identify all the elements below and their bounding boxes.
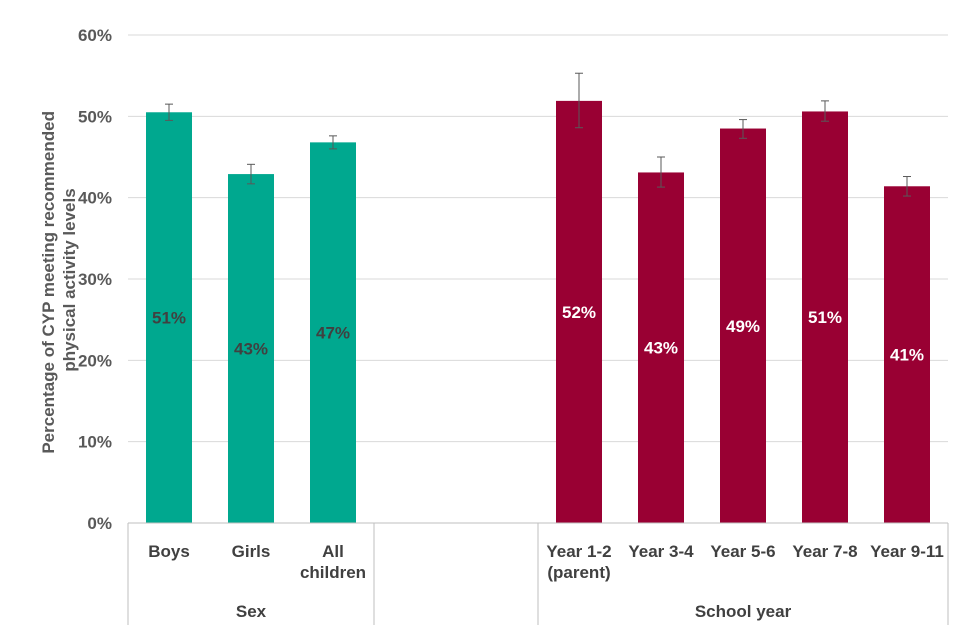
data-label: 51%: [152, 309, 186, 328]
y-tick-label: 40%: [78, 189, 112, 208]
y-tick-label: 60%: [78, 26, 112, 45]
data-label: 43%: [234, 340, 268, 359]
x-tick-label-line: Boys: [148, 542, 190, 561]
data-label: 49%: [726, 317, 760, 336]
data-label: 43%: [644, 339, 678, 358]
data-label: 47%: [316, 324, 350, 343]
bar: [720, 128, 766, 524]
y-tick-label: 20%: [78, 351, 112, 370]
data-label: 52%: [562, 303, 596, 322]
data-label: 51%: [808, 308, 842, 327]
x-tick-label-line: Year 9-11: [870, 542, 944, 561]
y-tick-label: 30%: [78, 270, 112, 289]
bar: [310, 142, 356, 524]
x-tick-label-line: Girls: [232, 542, 271, 561]
x-tick-label-line: Year 1-2: [546, 542, 611, 561]
axes: [127, 522, 949, 625]
y-axis-label-line: Percentage of CYP meeting recommended: [39, 111, 58, 454]
bar: [146, 112, 192, 524]
x-tick-label: Year 9-11: [870, 542, 944, 561]
group-label: School year: [695, 602, 792, 621]
y-tick-label: 50%: [78, 107, 112, 126]
x-tick-label-line: All: [322, 542, 344, 561]
x-tick-label: All children: [300, 542, 366, 582]
bar: [556, 100, 602, 523]
x-tick-label: Year 1-2 (parent): [546, 542, 611, 582]
group-label: Sex: [236, 602, 267, 621]
x-tick-label-line: children: [300, 563, 366, 582]
labels: 0% 10% 20% 30% 40% 50% 60% 51% Boys 43% Girls 47% Al…: [78, 26, 944, 621]
x-tick-label-line: Year 5-6: [710, 542, 775, 561]
x-tick-label: Year 5-6: [710, 542, 775, 561]
x-tick-label-line: (parent): [547, 563, 610, 582]
bar: [884, 186, 930, 523]
bar: [228, 174, 274, 523]
x-tick-label: Year 3-4: [628, 542, 694, 561]
y-tick-label: 10%: [78, 433, 112, 452]
data-label: 41%: [890, 346, 924, 365]
bar: [802, 111, 848, 523]
x-tick-label-line: Year 3-4: [628, 542, 694, 561]
x-tick-label: Boys: [148, 542, 190, 561]
x-tick-label: Year 7-8: [792, 542, 857, 561]
y-axis-label-line: physical activity levels: [60, 188, 79, 371]
bar: [638, 172, 684, 523]
y-tick-label: 0%: [87, 514, 112, 533]
bars: [146, 72, 930, 524]
x-tick-label-line: Year 7-8: [792, 542, 857, 561]
x-tick-label: Girls: [232, 542, 271, 561]
y-axis-label: Percentage of CYP meeting recommended ph…: [39, 106, 79, 453]
